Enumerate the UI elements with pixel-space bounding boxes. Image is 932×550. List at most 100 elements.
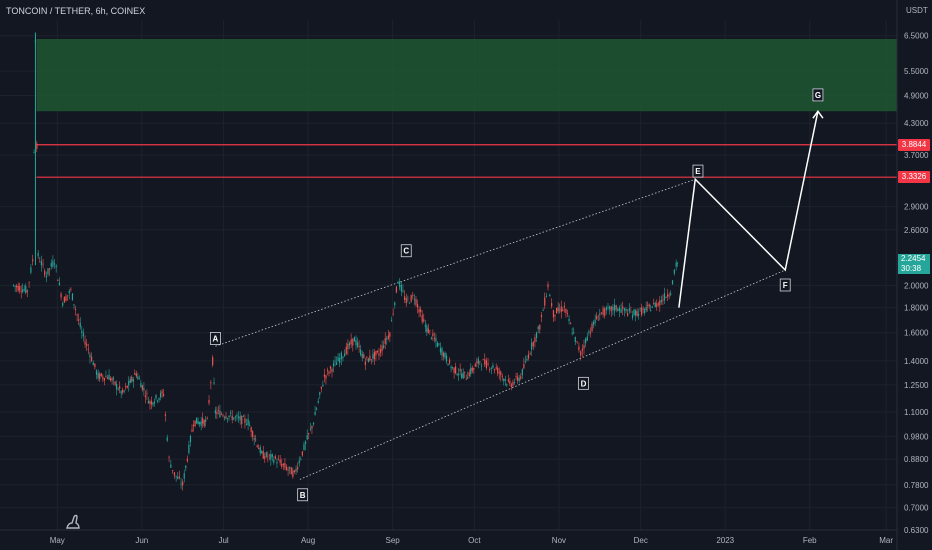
candle-body — [438, 343, 440, 345]
y-tick-label: 4.9000 — [904, 92, 929, 101]
candle-body — [482, 359, 484, 361]
wave-label-a: A — [209, 332, 221, 345]
candle-body — [185, 465, 187, 469]
x-tick-label: Nov — [552, 536, 566, 545]
y-tick-label: 6.5000 — [904, 32, 929, 41]
candle-body — [573, 332, 575, 334]
candle-body — [504, 379, 506, 381]
candle-body — [479, 361, 481, 363]
candle-body — [654, 302, 656, 308]
candle-body — [76, 314, 78, 316]
candle-body — [13, 284, 15, 286]
candle-body — [19, 286, 21, 291]
wave-label-b: B — [297, 488, 309, 502]
candle-body — [399, 281, 401, 288]
candle-body — [298, 460, 300, 464]
candle-body — [360, 349, 362, 356]
candle-body — [363, 354, 365, 359]
candle-body — [261, 451, 263, 454]
target-zone — [36, 38, 897, 112]
candle-body — [205, 419, 207, 422]
candle-body — [673, 269, 675, 274]
candle-body — [537, 326, 539, 330]
trend-channel — [215, 178, 786, 480]
wave-label-box — [692, 164, 704, 178]
candle-body — [143, 388, 145, 391]
candle-body — [311, 425, 313, 429]
wave-label-box — [209, 332, 221, 345]
candle-body — [418, 309, 420, 313]
wave-label-box — [812, 88, 824, 102]
candle-body — [102, 376, 104, 379]
candle-body — [282, 463, 284, 466]
candle-body — [192, 424, 195, 426]
candle-body — [293, 470, 296, 473]
candle-body — [152, 402, 154, 405]
candle-body — [284, 463, 286, 468]
y-tick-label: 2.9000 — [904, 203, 929, 212]
candle-body — [60, 293, 62, 298]
candle-body — [404, 296, 406, 300]
candle-body — [389, 332, 391, 337]
candle-body — [489, 369, 491, 371]
candle-body — [344, 353, 346, 357]
candle-body — [497, 367, 499, 374]
x-tick-label: Jun — [135, 536, 148, 545]
tradingview-logo[interactable] — [64, 512, 84, 532]
candle-body — [563, 305, 565, 308]
candle-body — [453, 367, 455, 374]
candle-body — [325, 375, 327, 379]
candle-body — [39, 261, 41, 263]
candle-body — [506, 384, 508, 385]
candle-body — [149, 401, 151, 404]
candle-body — [67, 295, 69, 297]
candle-body — [520, 376, 522, 379]
candle-body — [627, 313, 629, 316]
candle-body — [70, 288, 72, 290]
candle-body — [22, 289, 24, 293]
candle-body — [613, 304, 616, 312]
candle-body — [132, 379, 134, 382]
candle-body — [71, 293, 74, 301]
candle-body — [651, 306, 653, 308]
candle-body — [665, 297, 667, 298]
candle-body — [42, 263, 44, 265]
candle-body — [653, 302, 655, 304]
candle-body — [676, 262, 679, 264]
candle-body — [559, 309, 561, 311]
candle-body — [369, 355, 371, 361]
candle-body — [287, 469, 289, 471]
time-axis[interactable]: May Jun Jul Aug Sep Oct Nov Dec 2023 Feb Mar — [0, 529, 897, 545]
candle-body — [297, 467, 299, 470]
y-tick-label: 4.3000 — [904, 119, 929, 128]
candle-body — [244, 418, 246, 423]
candle-body — [123, 390, 125, 392]
candle-body — [108, 374, 110, 380]
candle-body — [644, 309, 646, 314]
candle-body — [300, 458, 302, 460]
candle-body — [125, 386, 127, 388]
candle-body — [588, 331, 590, 333]
candle-body — [63, 297, 65, 303]
candle-body — [223, 417, 226, 419]
candle-body — [105, 376, 107, 377]
candle-body — [320, 386, 322, 389]
candle-body — [97, 373, 99, 379]
candle-body — [217, 409, 220, 411]
candle-body — [405, 298, 407, 304]
candle-body — [589, 332, 592, 334]
candle-body — [617, 308, 619, 312]
candle-body — [557, 307, 559, 312]
candle-body — [32, 259, 34, 262]
price-axis[interactable]: USDT 6.5000 5.5000 4.9000 4.3000 3.7000 2.9000… — [896, 0, 932, 550]
candle-body — [648, 304, 650, 307]
candle-body — [122, 389, 124, 393]
candle-body — [153, 401, 156, 404]
candle-body — [554, 314, 556, 317]
candle-body — [138, 378, 140, 380]
candle-body — [445, 355, 448, 362]
candle-body — [576, 341, 578, 343]
candle-body — [383, 345, 385, 348]
candle-body — [412, 295, 414, 296]
